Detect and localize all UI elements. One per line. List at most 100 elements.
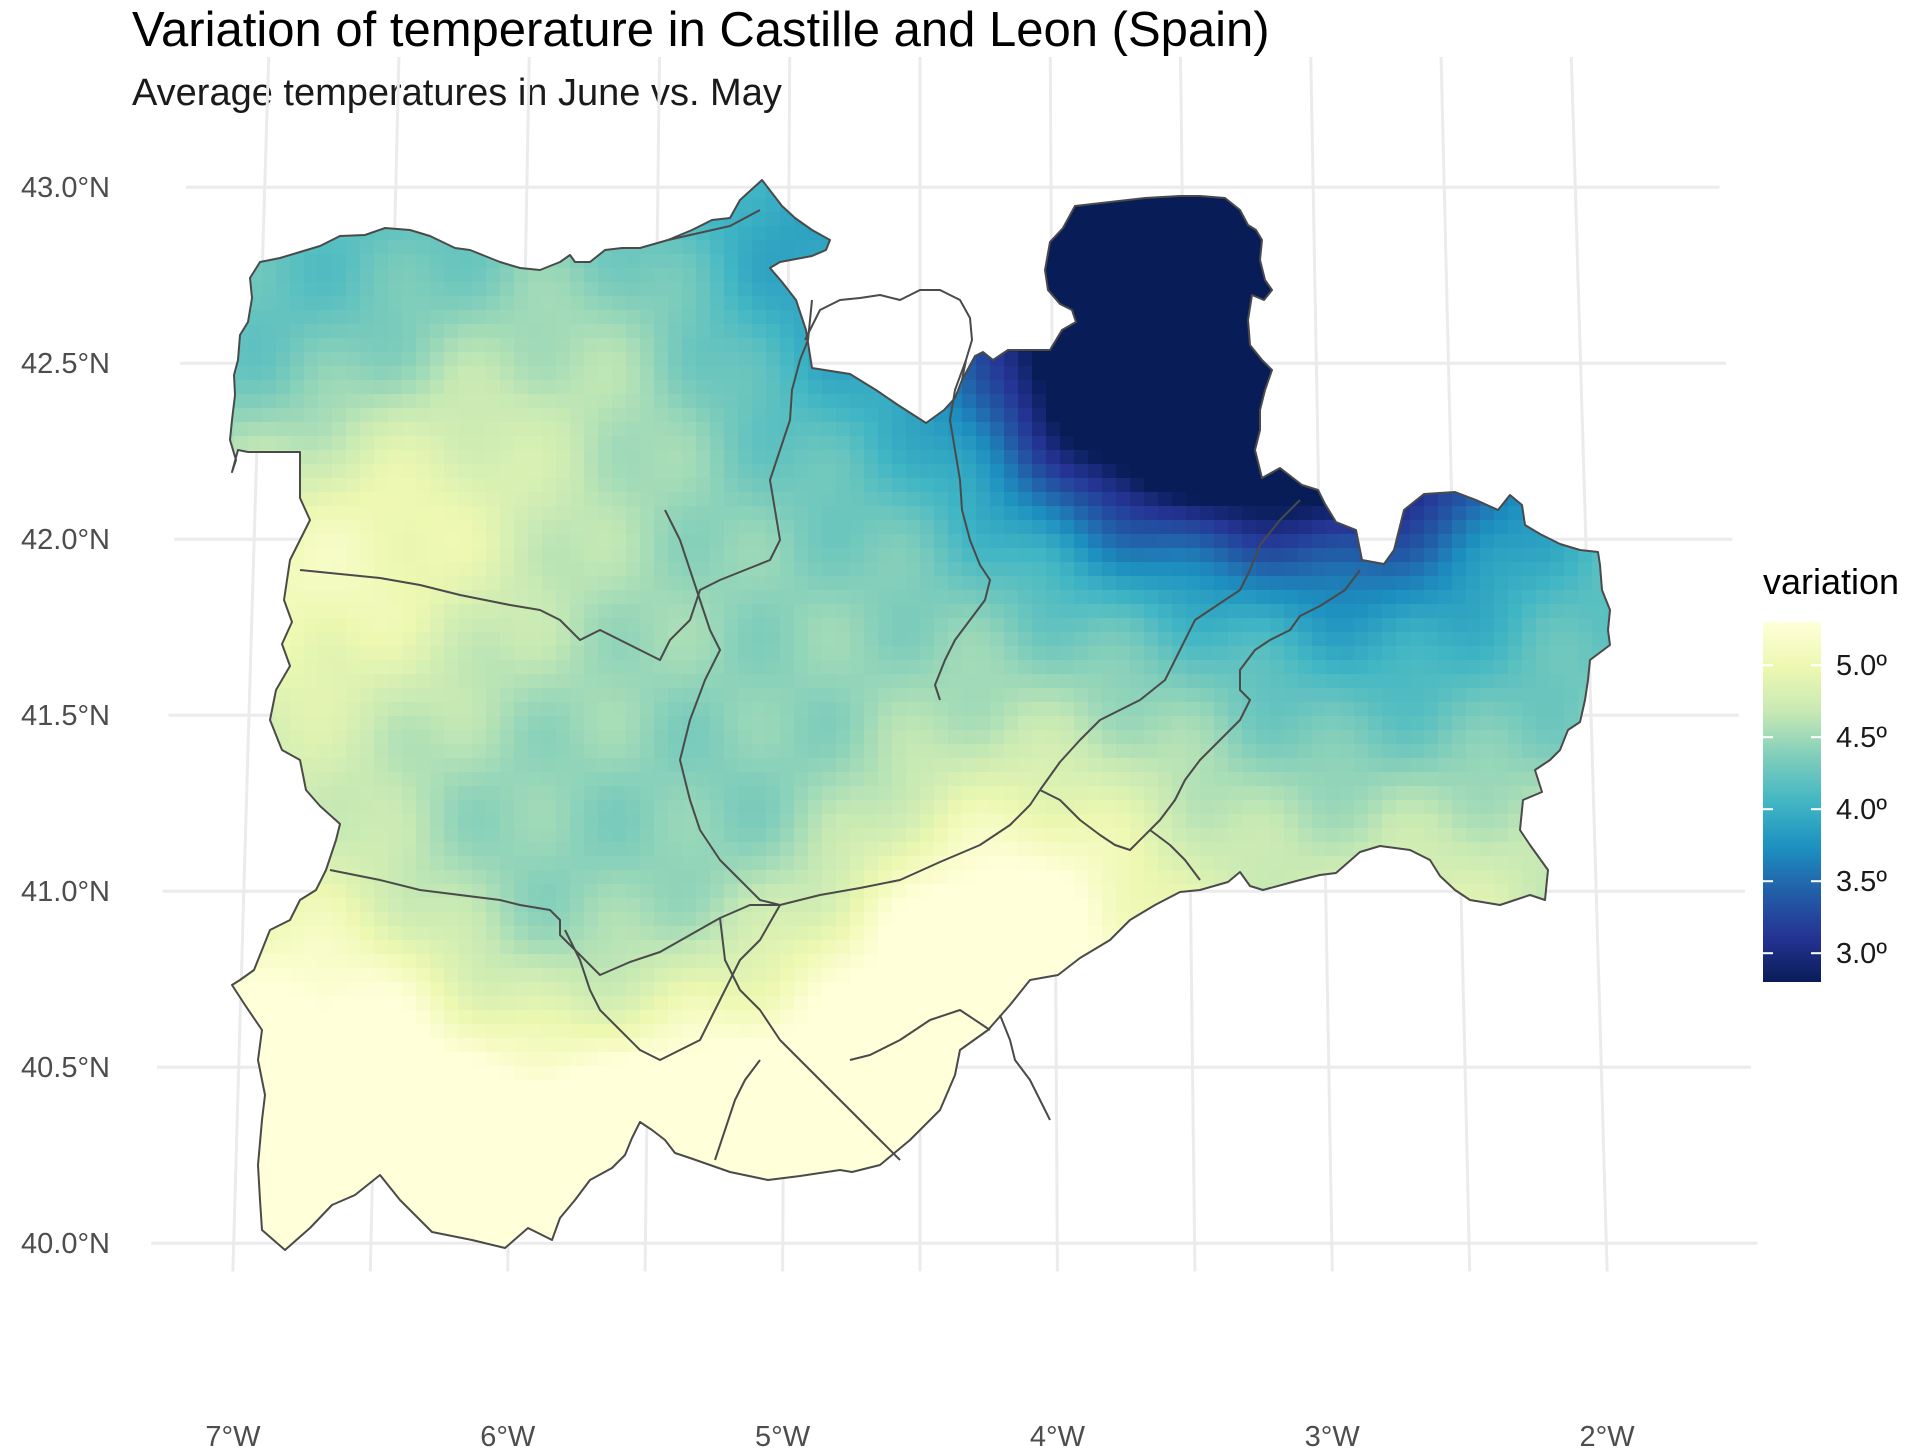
raster-cell — [388, 506, 403, 521]
raster-cell — [1004, 842, 1019, 857]
raster-cell — [1074, 226, 1089, 241]
raster-cell — [1130, 562, 1145, 577]
raster-cell — [1032, 632, 1047, 647]
raster-cell — [1466, 366, 1481, 381]
raster-cell — [304, 702, 319, 717]
raster-cell — [654, 352, 669, 367]
raster-cell — [1032, 310, 1047, 325]
raster-cell — [1354, 282, 1369, 297]
raster-cell — [1102, 772, 1117, 787]
raster-cell — [906, 646, 921, 661]
raster-cell — [514, 800, 529, 815]
raster-cell — [1508, 422, 1523, 437]
raster-cell — [234, 856, 249, 871]
raster-cell — [822, 282, 837, 297]
raster-cell — [1494, 282, 1509, 297]
raster-cell — [1046, 380, 1061, 395]
raster-cell — [584, 338, 599, 353]
raster-cell — [584, 590, 599, 605]
raster-cell — [934, 646, 949, 661]
raster-cell — [1340, 408, 1355, 423]
raster-cell — [1522, 394, 1537, 409]
raster-cell — [570, 212, 585, 227]
raster-cell — [1256, 310, 1271, 325]
raster-cell — [738, 716, 753, 731]
raster-cell — [1214, 534, 1229, 549]
raster-cell — [230, 548, 235, 563]
raster-cell — [794, 800, 809, 815]
raster-cell — [472, 338, 487, 353]
raster-cell — [472, 800, 487, 815]
raster-cell — [696, 646, 711, 661]
raster-cell — [1256, 604, 1271, 619]
raster-cell — [1396, 180, 1411, 185]
raster-cell — [1158, 366, 1173, 381]
raster-cell — [402, 744, 417, 759]
raster-cell — [1032, 380, 1047, 395]
raster-cell — [1424, 506, 1439, 521]
raster-cell — [290, 352, 305, 367]
raster-cell — [1284, 394, 1299, 409]
raster-cell — [1074, 632, 1089, 647]
raster-cell — [234, 366, 249, 381]
raster-cell — [1550, 660, 1565, 675]
raster-cell — [234, 464, 249, 479]
raster-cell — [1270, 254, 1285, 269]
raster-cell — [696, 758, 711, 773]
raster-cell — [388, 436, 403, 451]
raster-cell — [542, 730, 557, 745]
raster-cell — [1494, 548, 1509, 563]
raster-cell — [444, 842, 459, 857]
raster-cell — [318, 786, 333, 801]
raster-cell — [598, 506, 613, 521]
raster-cell — [1116, 604, 1131, 619]
raster-cell — [1326, 646, 1341, 661]
raster-cell — [542, 436, 557, 451]
raster-cell — [948, 590, 963, 605]
raster-cell — [1158, 576, 1173, 591]
raster-cell — [1228, 478, 1243, 493]
raster-cell — [500, 856, 515, 871]
raster-cell — [1088, 786, 1103, 801]
raster-cell — [794, 408, 809, 423]
raster-cell — [1494, 380, 1509, 395]
raster-cell — [458, 646, 473, 661]
raster-cell — [402, 380, 417, 395]
raster-cell — [654, 338, 669, 353]
raster-cell — [1424, 436, 1439, 451]
raster-cell — [1172, 422, 1187, 437]
raster-cell — [416, 240, 431, 255]
raster-cell — [542, 464, 557, 479]
raster-cell — [1522, 758, 1537, 773]
raster-cell — [430, 828, 445, 843]
raster-cell — [542, 814, 557, 829]
raster-cell — [794, 534, 809, 549]
raster-cell — [1410, 240, 1425, 255]
raster-cell — [1410, 632, 1425, 647]
raster-cell — [290, 632, 305, 647]
raster-cell — [668, 800, 683, 815]
raster-cell — [948, 856, 963, 871]
raster-cell — [864, 450, 879, 465]
raster-cell — [374, 268, 389, 283]
raster-cell — [626, 450, 641, 465]
raster-cell — [1018, 478, 1033, 493]
raster-cell — [1466, 562, 1481, 577]
raster-cell — [262, 478, 277, 493]
raster-cell — [766, 310, 781, 325]
raster-cell — [1480, 772, 1495, 787]
raster-cell — [948, 310, 963, 325]
raster-cell — [346, 520, 361, 535]
raster-cell — [1452, 296, 1467, 311]
raster-cell — [1130, 772, 1145, 787]
raster-cell — [1382, 268, 1397, 283]
raster-cell — [234, 576, 249, 591]
raster-cell — [1172, 180, 1187, 185]
raster-cell — [388, 646, 403, 661]
raster-cell — [1200, 450, 1215, 465]
raster-cell — [1060, 380, 1075, 395]
raster-cell — [962, 408, 977, 423]
raster-cell — [346, 632, 361, 647]
raster-cell — [1102, 842, 1117, 857]
raster-cell — [794, 590, 809, 605]
